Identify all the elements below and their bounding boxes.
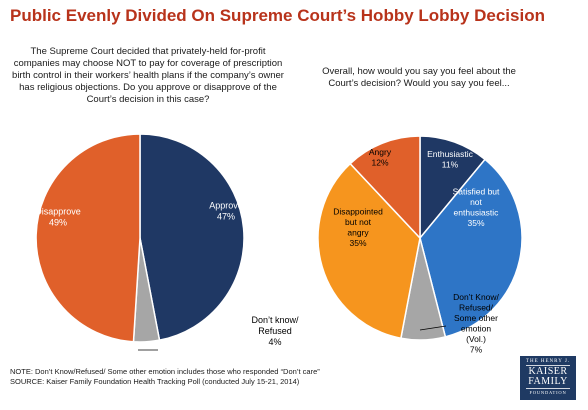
slice-label-don-t-know-refused: Don’t know/Refused 4% <box>251 315 299 347</box>
pie-slice-disappointed-but-not-angry <box>317 162 421 340</box>
logo-line-2b: FAMILY <box>528 376 568 387</box>
slice-label-angry: Angry 12% <box>369 147 392 168</box>
right-question-text: Overall, how would you say you feel abou… <box>322 66 516 89</box>
logo-line-3: FOUNDATION <box>529 390 567 395</box>
slice-value-angry: 12% <box>371 157 388 167</box>
slice-label-approve: Approve 47% <box>209 201 243 222</box>
slice-label-line: Don’t Know/ <box>453 292 499 302</box>
slice-label-line: Some other <box>454 313 498 323</box>
slice-label-line: emotion <box>461 323 492 333</box>
pie-slice-angry <box>349 135 421 240</box>
slice-value-satisfied-but-not-enthusiastic: 35% <box>467 218 484 228</box>
slice-label-line: not <box>470 197 482 207</box>
page-title: Public Evenly Divided On Supreme Court’s… <box>10 6 545 25</box>
slice-value-approve: 47% <box>217 212 235 222</box>
slice-label-line: but not <box>345 217 372 227</box>
footnote-source: SOURCE: Kaiser Family Foundation Health … <box>10 377 300 386</box>
logo-rule <box>526 365 570 366</box>
slice-label-line: Satisfied but <box>453 186 500 196</box>
slice-label-disapprove: Disapprove 49% <box>35 207 81 228</box>
slice-value-don-t-know-refused-some-other-emotion-vol: 7% <box>470 344 483 354</box>
slice-label-line: angry <box>347 227 369 237</box>
kaiser-family-foundation-logo: THE HENRY J. KAISER FAMILY FOUNDATION <box>520 356 576 400</box>
slice-value-enthusiastic: 11% <box>442 159 459 169</box>
slice-label-line: Angry <box>369 147 392 157</box>
pie-slice-satisfied-but-not-enthusiastic <box>419 158 523 338</box>
footnote-note: NOTE: Don’t Know/Refused/ Some other emo… <box>10 367 320 376</box>
pie-slice-enthusiastic <box>419 135 487 241</box>
slice-label-disappointed-but-not-angry: Disappointed but not angry 35% <box>333 206 383 248</box>
slice-label-line: Enthusiastic <box>427 149 474 159</box>
feelings-pie-chart: Enthusiastic 11% Satisfied but not enthusias… <box>317 135 523 355</box>
logo-line-2a: KAISER <box>528 366 568 377</box>
slice-label-line: Refused/ <box>459 302 494 312</box>
leader-line-don-t-know-refused-some-other-emotion-vol <box>419 325 447 331</box>
slice-label-enthusiastic: Enthusiastic 11% <box>427 149 474 170</box>
slice-value-disappointed-but-not-angry: 35% <box>349 238 366 248</box>
slice-label-line: Disapprove <box>35 207 81 217</box>
logo-rule <box>526 388 570 389</box>
slice-value-don-t-know-refused: 4% <box>268 337 281 347</box>
slice-label-satisfied-but-not-enthusiastic: Satisfied but not enthusiastic 35% <box>453 186 500 228</box>
approval-pie-chart: Approve 47% Don’t know/Refused 4% Disapprove… <box>35 133 299 351</box>
slice-label-line: (Vol.) <box>466 334 486 344</box>
slice-label-line: Don’t know/ <box>251 315 299 325</box>
slice-label-line: Approve <box>209 201 243 211</box>
left-question-text: The Supreme Court decided that privately… <box>12 46 284 105</box>
slice-label-line: enthusiastic <box>454 207 500 217</box>
pie-slice-approve <box>139 133 245 342</box>
slice-label-line: Refused <box>258 326 292 336</box>
pie-slice-disapprove <box>35 133 141 343</box>
slice-value-disapprove: 49% <box>49 218 67 228</box>
slice-label-don-t-know-refused-some-other-emotion-vol: Don’t Know/Refused/Some other emotion (Vol… <box>453 292 499 355</box>
logo-line-1: THE HENRY J. <box>525 359 571 364</box>
slice-label-line: Disappointed <box>333 206 383 216</box>
